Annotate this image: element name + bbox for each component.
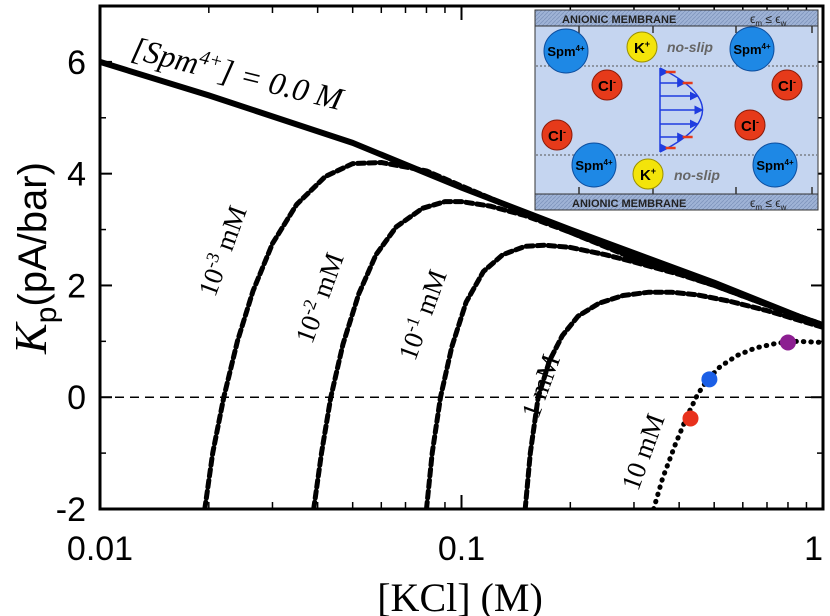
svg-text:Spm4+: Spm4+ [756, 158, 794, 173]
flow-arrows [660, 67, 704, 153]
bottom-membrane [534, 193, 819, 211]
y-tick-label: 2 [67, 267, 86, 305]
spm-ion-top-left: Spm4+ [543, 28, 589, 74]
bottom-permittivity-label: ϵm ≤ ϵw [750, 196, 787, 212]
no-slip-label-top: no-slip [667, 39, 713, 55]
series-label-1e-1mm: 10-1 mM [391, 265, 453, 364]
cl-ion-1: Cl- [591, 69, 623, 101]
channel-schematic-inset: ANIONIC MEMBRANE ϵm ≤ ϵw ANIONIC MEMBRAN… [534, 9, 819, 212]
tick-labels: 6 4 2 0 -20.01 0.1 1 [56, 44, 823, 568]
svg-text:Cl-: Cl- [778, 77, 796, 95]
cl-ion-4: Cl- [771, 69, 803, 101]
state-markers [682, 334, 796, 427]
x-tick-label: 0.01 [67, 530, 133, 568]
y-tick-label: 4 [67, 156, 86, 194]
series-line-3 [424, 242, 823, 509]
svg-text:K+: K+ [640, 166, 656, 184]
x-axis-title: [KCl] (M) [377, 575, 543, 616]
state-marker [682, 410, 699, 427]
top-membrane-label: ANIONIC MEMBRANE [562, 14, 676, 26]
top-membrane [534, 9, 819, 27]
y-tick-label: 0 [67, 379, 86, 417]
inset-membrane-ticks [578, 26, 813, 194]
svg-text:Cl-: Cl- [598, 77, 616, 95]
cl-ion-2: Cl- [541, 119, 573, 151]
bottom-membrane-label: ANIONIC MEMBRANE [572, 198, 686, 210]
no-slip-label-bottom: no-slip [674, 167, 720, 183]
series-label-1e-3mm: 10-3 mM [191, 201, 253, 300]
svg-text:Cl-: Cl- [548, 127, 566, 145]
state-marker [779, 334, 796, 351]
y-tick-label: -2 [56, 491, 86, 529]
spm-ion-bottom-left: Spm4+ [571, 142, 617, 188]
svg-text:Spm4+: Spm4+ [575, 158, 613, 173]
svg-text:Spm4+: Spm4+ [733, 42, 771, 57]
spm-ion-top-right: Spm4+ [729, 26, 775, 72]
cl-ion-3: Cl- [734, 109, 766, 141]
x-tick-label: 1 [804, 530, 823, 568]
y-axis-title: Kp(pA/bar) [5, 162, 63, 355]
series-label-1e-2mm: 10-2 mM [288, 248, 350, 347]
series-line-5 [651, 338, 823, 509]
series-label-1mm: 1 mM [515, 350, 566, 422]
top-permittivity-label: ϵm ≤ ϵw [750, 12, 787, 28]
x-tick-label: 0.1 [438, 530, 485, 568]
k-ion-bottom: K+ [632, 158, 664, 190]
svg-text:K+: K+ [634, 39, 650, 57]
series-line-4 [522, 289, 823, 509]
k-ion-top: K+ [626, 31, 658, 63]
y-tick-label: 6 [67, 44, 86, 82]
svg-text:Spm4+: Spm4+ [547, 44, 585, 59]
svg-text:Cl-: Cl- [741, 117, 759, 135]
spm-ion-bottom-right: Spm4+ [752, 142, 798, 188]
state-marker [701, 371, 718, 388]
